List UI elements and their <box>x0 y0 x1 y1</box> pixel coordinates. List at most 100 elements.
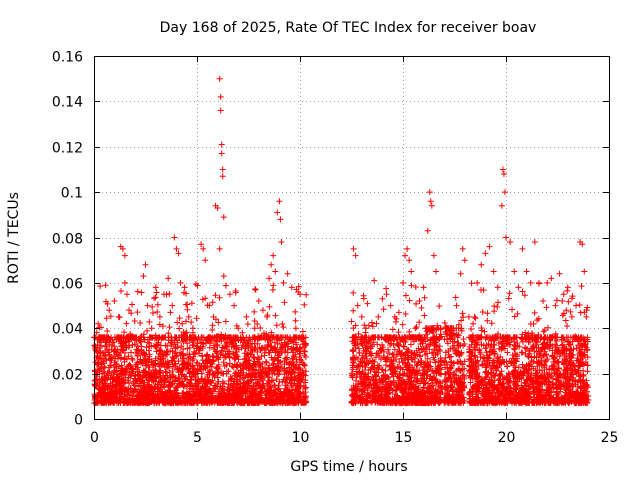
data-point-upper <box>273 322 280 329</box>
data-point-band <box>454 359 461 366</box>
data-point-upper <box>167 309 174 316</box>
data-point-upper <box>137 319 144 326</box>
data-point-upper <box>270 282 277 289</box>
data-point-upper <box>151 295 158 302</box>
data-point-upper <box>134 309 141 316</box>
data-point-upper <box>244 321 251 328</box>
data-point-band <box>145 347 152 354</box>
grid-lines <box>94 56 609 419</box>
data-point-upper <box>176 325 183 332</box>
data-point-upper <box>279 320 286 327</box>
data-point-upper <box>272 312 279 319</box>
data-point-upper <box>299 328 306 335</box>
data-point-upper <box>281 299 288 306</box>
data-point-upper <box>222 282 229 289</box>
data-point-upper <box>418 304 425 311</box>
data-point-upper <box>153 289 160 296</box>
data-point-upper <box>350 289 357 296</box>
data-point-upper <box>399 321 406 328</box>
data-point-band <box>128 355 135 362</box>
data-point-upper <box>383 285 390 292</box>
data-point-upper <box>413 324 420 331</box>
data-point-upper <box>406 328 413 335</box>
data-point-band <box>118 362 125 369</box>
data-point-band <box>407 341 414 348</box>
data-point-upper <box>144 327 151 334</box>
data-point-upper <box>452 294 459 301</box>
data-point-upper <box>184 306 191 313</box>
data-point-upper <box>416 319 423 326</box>
data-points <box>91 75 592 407</box>
data-point-upper <box>292 317 299 324</box>
data-point-upper <box>436 303 443 310</box>
data-point-upper <box>348 318 355 325</box>
data-point-upper <box>134 288 141 295</box>
data-point-upper <box>209 327 216 334</box>
data-point-band <box>162 368 169 375</box>
data-point-upper <box>266 303 273 310</box>
data-point-upper <box>146 318 153 325</box>
data-point-upper <box>154 308 161 315</box>
data-point-upper <box>111 297 118 304</box>
data-point-upper <box>193 315 200 322</box>
data-point-band <box>261 352 268 359</box>
data-point-upper <box>251 308 258 315</box>
data-point-upper <box>413 300 420 307</box>
data-point-upper <box>303 291 310 298</box>
data-point-band <box>220 359 227 366</box>
data-point-upper <box>121 329 128 336</box>
data-point-upper <box>364 300 371 307</box>
data-point-upper <box>380 306 387 313</box>
data-point-upper <box>106 307 113 314</box>
data-point-upper <box>402 292 409 299</box>
data-point-upper <box>254 320 261 327</box>
data-point-upper <box>183 301 190 308</box>
data-point-band <box>208 363 215 370</box>
data-point-upper <box>373 320 380 327</box>
data-point-band <box>128 349 135 356</box>
data-point-band <box>584 368 591 375</box>
data-point-upper <box>97 283 104 290</box>
data-point-upper <box>392 318 399 325</box>
data-point-upper <box>188 319 195 326</box>
data-point-upper <box>395 329 402 336</box>
data-point-band <box>432 359 439 366</box>
data-point-upper <box>441 319 448 326</box>
data-point-band <box>289 355 296 362</box>
data-point-band <box>138 343 145 350</box>
data-point-upper <box>166 324 173 331</box>
data-point-upper <box>149 310 156 317</box>
data-point-upper <box>252 286 259 293</box>
data-point-band <box>460 336 467 343</box>
data-point-upper <box>209 299 216 306</box>
data-point-upper <box>360 295 367 302</box>
data-point-upper <box>252 286 259 293</box>
data-point-upper <box>301 301 308 308</box>
data-point-band <box>162 342 169 349</box>
data-point-upper <box>123 320 130 327</box>
data-point-upper <box>389 326 396 333</box>
data-point-upper <box>292 308 299 315</box>
data-point-upper <box>406 297 413 304</box>
data-point-upper <box>118 287 125 294</box>
data-point-upper <box>368 319 375 326</box>
data-point-upper <box>102 282 109 289</box>
data-point-upper <box>152 294 159 301</box>
data-point-upper <box>251 318 258 325</box>
data-point-upper <box>434 322 441 329</box>
data-point-upper <box>166 290 173 297</box>
data-point-upper <box>350 307 357 314</box>
data-point-band <box>275 382 282 389</box>
data-point-upper <box>188 300 195 307</box>
data-point-upper <box>421 294 428 301</box>
data-point-upper <box>138 289 145 296</box>
data-point-upper <box>104 328 111 335</box>
data-point-upper <box>257 324 264 331</box>
data-point-upper <box>280 324 287 331</box>
data-point-upper <box>129 301 136 308</box>
data-point-band <box>201 363 208 370</box>
data-point-upper <box>421 312 428 319</box>
data-point-upper <box>365 322 372 329</box>
data-point-upper <box>154 301 161 308</box>
